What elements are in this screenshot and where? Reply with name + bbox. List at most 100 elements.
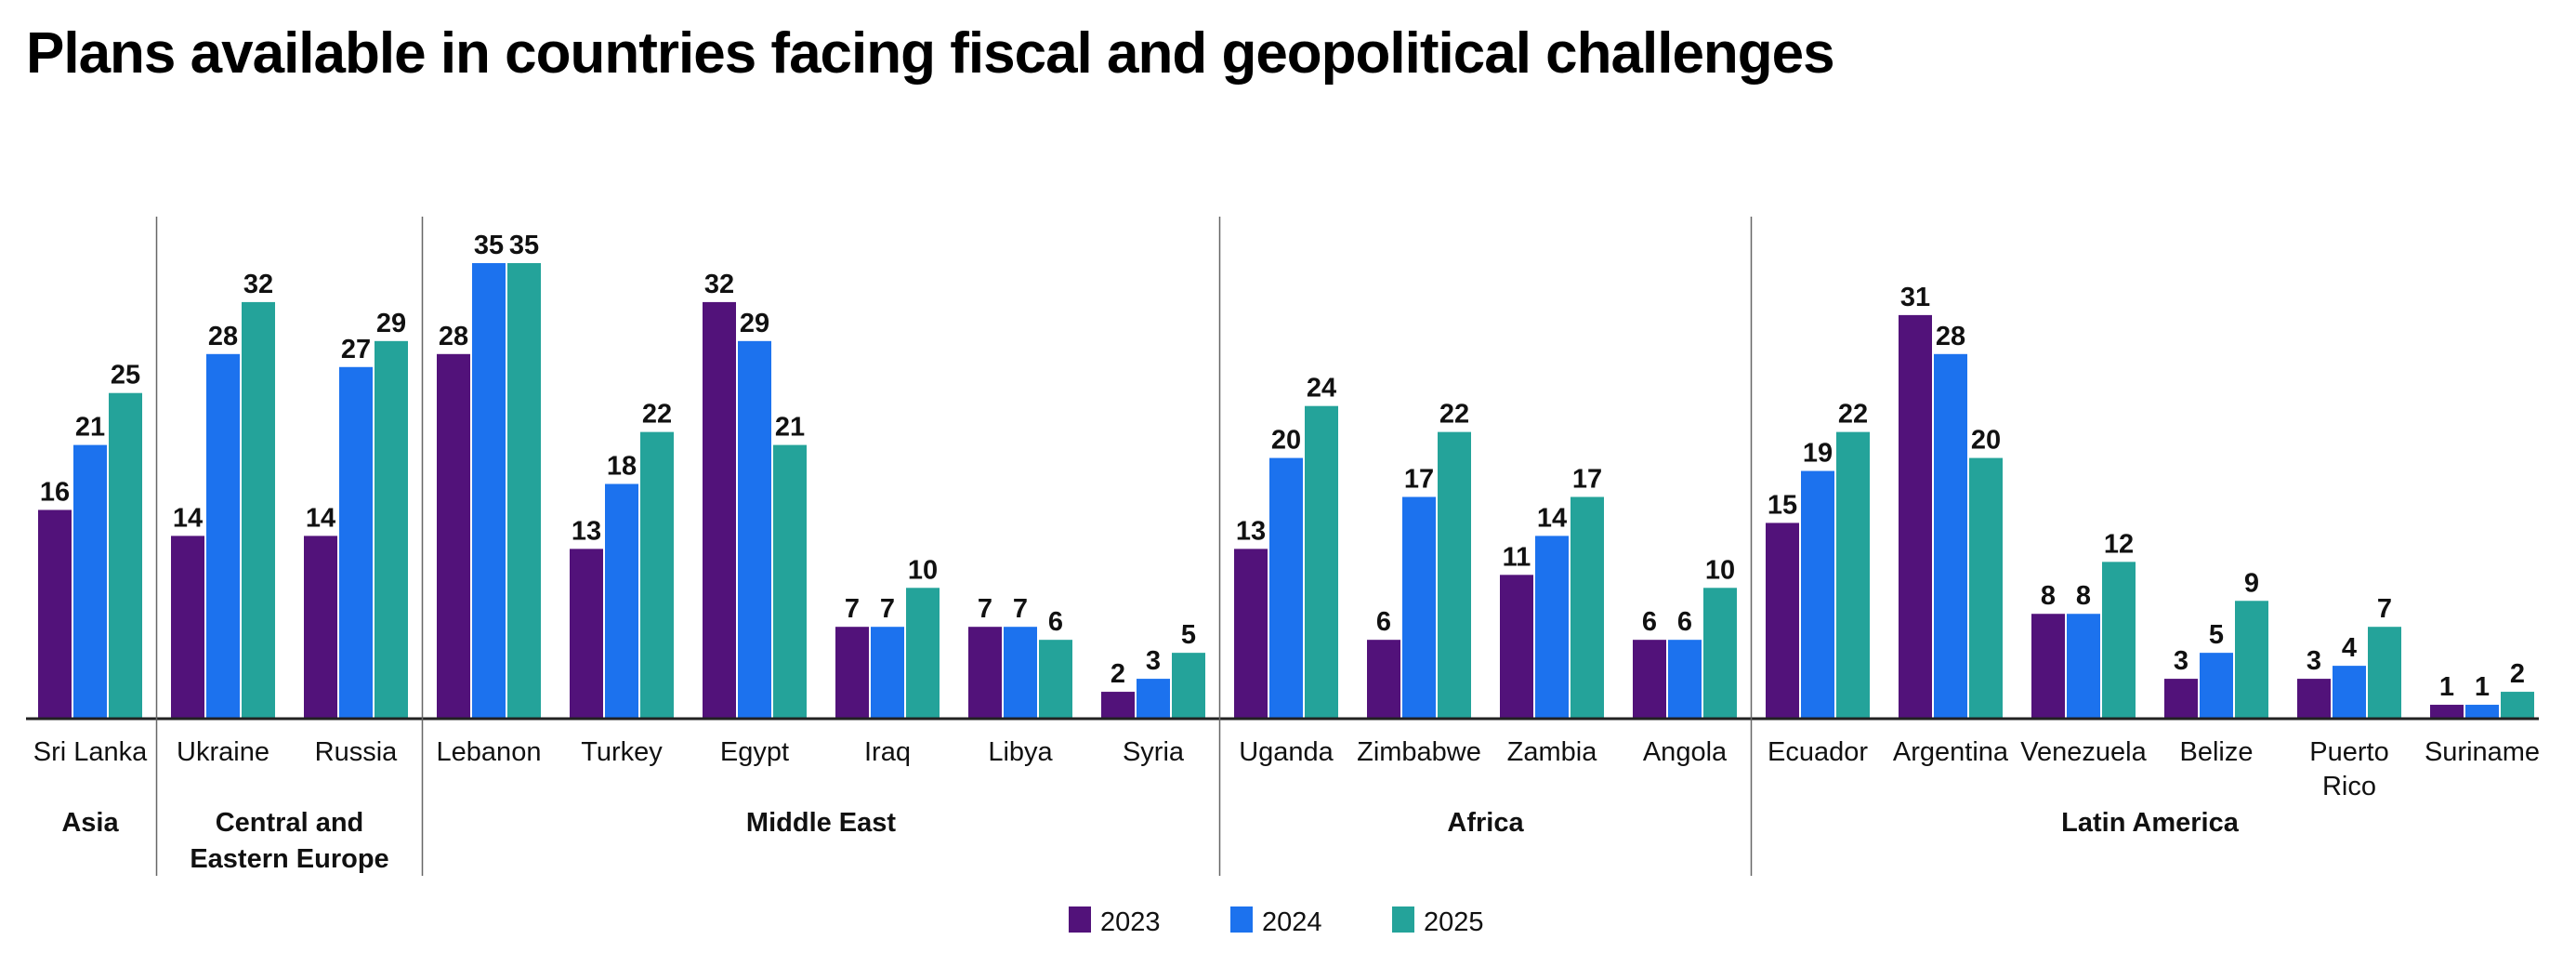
data-label: 32 [704,270,734,299]
legend-swatch-2023 [1069,906,1091,933]
category-label: Turkey [581,737,663,767]
category-label: Ukraine [177,737,269,767]
bar-syria-2025 [1172,653,1205,718]
data-label: 28 [208,322,238,351]
data-label: 3 [2307,646,2321,676]
legend-label: 2025 [1424,907,1484,937]
category-label: Uganda [1239,737,1334,767]
category-label: Argentina [1893,737,2009,767]
category-label: Libya [988,737,1053,767]
bar-libya-2023 [968,627,1002,718]
category-label: Egypt [720,737,789,767]
bar-puerto-rico-2023 [2297,679,2331,718]
data-label: 13 [1236,516,1266,546]
bar-belize-2024 [2200,653,2233,718]
category-label: Angola [1643,737,1728,767]
bar-lebanon-2025 [507,263,541,718]
data-label: 20 [1271,426,1301,456]
category-label: Suriname [2425,737,2540,767]
data-label: 25 [111,361,140,390]
bar-syria-2023 [1101,692,1135,718]
data-label: 7 [880,594,895,624]
bar-sri-lanka-2023 [38,509,72,718]
bar-turkey-2025 [640,431,674,718]
bar-ukraine-2023 [171,536,204,718]
data-label: 2 [1111,659,1125,689]
bar-sri-lanka-2024 [73,444,107,718]
legend-swatch-2024 [1230,906,1253,933]
data-label: 29 [376,309,406,338]
legend-label: 2024 [1262,907,1322,937]
data-label: 10 [908,555,938,585]
bar-suriname-2023 [2430,705,2464,718]
bar-venezuela-2025 [2102,562,2136,718]
data-label: 6 [1048,607,1063,637]
data-label: 35 [509,231,539,260]
category-label: Russia [315,737,399,767]
data-label: 6 [1677,607,1692,637]
bar-egypt-2025 [773,444,807,718]
category-label: Iraq [864,737,911,767]
data-label: 18 [607,452,637,482]
data-label: 4 [2342,633,2357,663]
category-label: Lebanon [437,737,542,767]
category-label: Zambia [1507,737,1598,767]
bar-belize-2023 [2164,679,2198,718]
bar-russia-2024 [339,366,373,718]
data-label: 9 [2244,568,2259,598]
category-label: Ecuador [1768,737,1868,767]
data-label: 6 [1376,607,1391,637]
data-label: 1 [2439,672,2454,702]
data-label: 28 [439,322,468,351]
data-label: 13 [572,516,601,546]
bar-lebanon-2023 [437,353,470,718]
data-label: 1 [2475,672,2490,702]
bar-egypt-2024 [738,340,771,718]
bar-uganda-2023 [1234,549,1268,718]
data-label: 14 [1537,503,1567,533]
bar-ecuador-2025 [1836,431,1870,718]
bar-syria-2024 [1137,679,1170,718]
data-label: 22 [1838,400,1868,430]
data-label: 3 [2174,646,2188,676]
data-label: 2 [2510,659,2525,689]
data-label: 22 [1439,400,1469,430]
data-label: 17 [1572,464,1602,494]
category-label: Belize [2180,737,2254,767]
category-label: Sri Lanka [33,737,148,767]
data-label: 14 [306,503,335,533]
category-label: Venezuela [2020,737,2147,767]
data-label: 29 [740,309,769,338]
bar-lebanon-2024 [472,263,506,718]
data-label: 10 [1705,555,1735,585]
region-label: Latin America [2061,808,2240,838]
data-label: 7 [978,594,992,624]
bar-ukraine-2024 [206,353,240,718]
data-label: 19 [1803,439,1833,469]
bar-zimbabwe-2023 [1367,640,1400,718]
bar-egypt-2023 [703,301,736,718]
legend-label: 2023 [1100,907,1161,937]
bar-uganda-2024 [1269,457,1303,718]
data-label: 7 [1013,594,1028,624]
data-label: 8 [2076,581,2091,611]
bar-angola-2025 [1703,588,1737,718]
bar-suriname-2024 [2465,705,2499,718]
data-label: 14 [173,503,203,533]
bar-turkey-2024 [605,483,638,718]
legend-swatch-2025 [1392,906,1414,933]
data-label: 5 [2209,620,2224,650]
category-label: Puerto [2309,737,2388,767]
data-label: 21 [75,413,105,443]
bar-suriname-2025 [2501,692,2534,718]
region-label: Eastern Europe [190,844,388,874]
region-label: Asia [61,808,119,838]
data-label: 22 [642,400,672,430]
data-label: 6 [1642,607,1657,637]
data-label: 31 [1900,283,1930,312]
bar-puerto-rico-2024 [2333,666,2366,718]
bar-ecuador-2023 [1766,523,1799,718]
data-label: 16 [40,477,70,507]
category-label: Rico [2322,772,2376,801]
